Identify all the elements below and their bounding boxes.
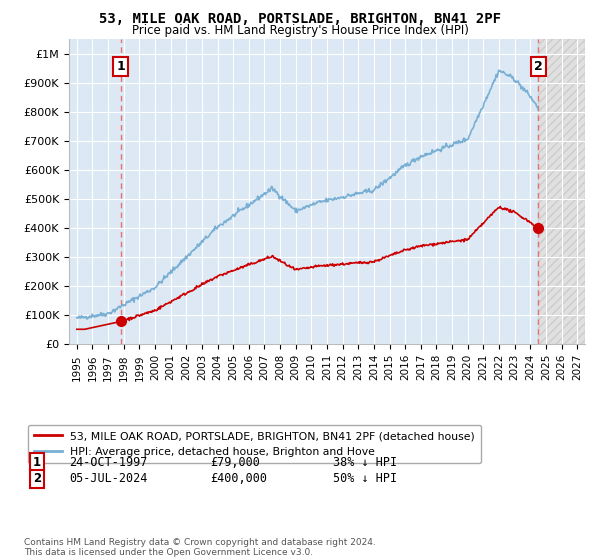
Text: £400,000: £400,000 [210, 472, 267, 486]
Text: 05-JUL-2024: 05-JUL-2024 [69, 472, 148, 486]
Text: 2: 2 [33, 472, 41, 486]
Text: 50% ↓ HPI: 50% ↓ HPI [333, 472, 397, 486]
Text: Price paid vs. HM Land Registry's House Price Index (HPI): Price paid vs. HM Land Registry's House … [131, 24, 469, 36]
Text: 53, MILE OAK ROAD, PORTSLADE, BRIGHTON, BN41 2PF: 53, MILE OAK ROAD, PORTSLADE, BRIGHTON, … [99, 12, 501, 26]
Legend: 53, MILE OAK ROAD, PORTSLADE, BRIGHTON, BN41 2PF (detached house), HPI: Average : 53, MILE OAK ROAD, PORTSLADE, BRIGHTON, … [28, 424, 481, 463]
Text: 38% ↓ HPI: 38% ↓ HPI [333, 455, 397, 469]
Text: 24-OCT-1997: 24-OCT-1997 [69, 455, 148, 469]
Text: Contains HM Land Registry data © Crown copyright and database right 2024.
This d: Contains HM Land Registry data © Crown c… [24, 538, 376, 557]
Text: 1: 1 [116, 60, 125, 73]
Text: £79,000: £79,000 [210, 455, 260, 469]
Text: 1: 1 [33, 455, 41, 469]
Bar [538, 39, 585, 344]
Bar [538, 39, 585, 344]
Text: 2: 2 [534, 60, 542, 73]
